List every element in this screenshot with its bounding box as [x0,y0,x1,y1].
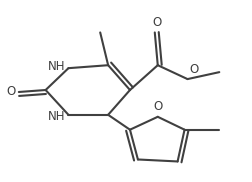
Text: NH: NH [48,110,65,123]
Text: O: O [7,86,16,98]
Text: O: O [152,100,162,113]
Text: O: O [189,63,198,76]
Text: NH: NH [48,60,65,73]
Text: O: O [151,17,161,29]
